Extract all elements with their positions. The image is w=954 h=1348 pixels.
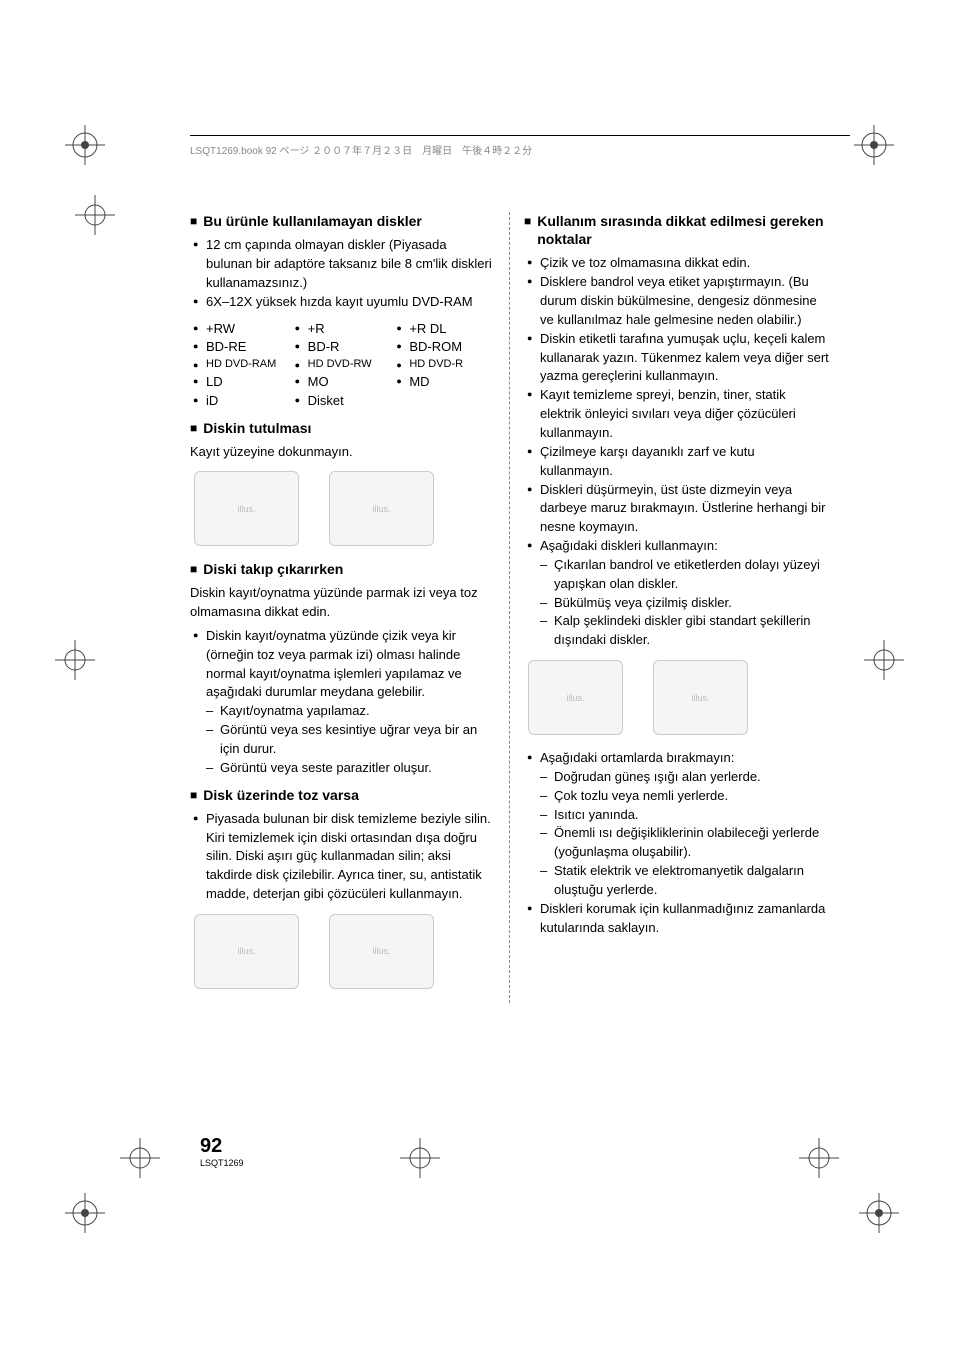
sub-item: Çok tozlu veya nemli yerlerde. — [540, 787, 830, 806]
heading-text: Disk üzerinde toz varsa — [203, 786, 359, 804]
square-bullet-icon: ■ — [190, 421, 197, 437]
registration-mark-icon — [400, 1138, 440, 1178]
section-heading: ■ Diskin tutulması — [190, 419, 495, 437]
disc-cleaning-illustration: illus. — [329, 914, 434, 989]
sub-list: Doğrudan güneş ışığı alan yerlerde. Çok … — [540, 768, 830, 900]
sub-item: Önemli ısı değişikliklerinin olabileceği… — [540, 824, 830, 862]
sub-item: Kalp şeklindeki diskler gibi standart şe… — [540, 612, 830, 650]
grid-cell: HD DVD-RW — [292, 357, 394, 373]
grid-cell: +R — [292, 320, 394, 339]
registration-mark-icon — [55, 640, 95, 680]
sub-item: Statik elektrik ve elektromanyetik dalga… — [540, 862, 830, 900]
item-text: Aşağıdaki ortamlarda bırakmayın: — [540, 750, 734, 765]
section-heading: ■ Diski takıp çıkarırken — [190, 560, 495, 578]
document-code: LSQT1269 — [200, 1158, 244, 1168]
square-bullet-icon: ■ — [190, 214, 197, 230]
list-item: Piyasada bulunan bir disk temizleme bezi… — [190, 810, 495, 904]
bullet-list: Diskin kayıt/oynatma yüzünde çizik veya … — [190, 627, 495, 778]
grid-cell: HD DVD-R — [393, 357, 495, 373]
sub-item: Görüntü veya seste parazitler oluşur. — [206, 759, 495, 778]
disc-format-grid: +RW +R +R DL BD-RE BD-R BD-ROM HD DVD-RA… — [190, 320, 495, 411]
disc-handling-illustration: illus. — [194, 471, 299, 546]
paragraph: Kayıt yüzeyine dokunmayın. — [190, 443, 495, 461]
grid-cell: iD — [190, 392, 292, 411]
item-text: Aşağıdaki diskleri kullanmayın: — [540, 538, 718, 553]
bullet-list: Piyasada bulunan bir disk temizleme bezi… — [190, 810, 495, 904]
left-column: ■ Bu ürünle kullanılamayan diskler 12 cm… — [190, 212, 510, 1003]
registration-mark-icon — [65, 125, 105, 165]
illustration-row: illus. illus. — [194, 914, 495, 989]
registration-mark-icon — [120, 1138, 160, 1178]
page-footer: 92 LSQT1269 — [200, 1135, 244, 1168]
list-item: Diskleri korumak için kullanmadığınız za… — [524, 900, 830, 938]
grid-cell: MD — [393, 373, 495, 392]
header-meta: LSQT1269.book 92 ページ ２００７年７月２３日 月曜日 午後４時… — [190, 142, 850, 157]
sub-list: Kayıt/oynatma yapılamaz. Görüntü veya se… — [206, 702, 495, 777]
sub-item: Doğrudan güneş ışığı alan yerlerde. — [540, 768, 830, 787]
registration-mark-icon — [864, 640, 904, 680]
illustration-row: illus. illus. — [528, 660, 830, 735]
bullet-list: Çizik ve toz olmamasına dikkat edin. Dis… — [524, 254, 830, 650]
item-text: Diskin kayıt/oynatma yüzünde çizik veya … — [206, 628, 462, 700]
list-item: Kayıt temizleme spreyi, benzin, tiner, s… — [524, 386, 830, 443]
grid-cell: HD DVD-RAM — [190, 357, 292, 373]
bullet-list: 12 cm çapında olmayan diskler (Piyasada … — [190, 236, 495, 311]
square-bullet-icon: ■ — [190, 788, 197, 804]
disc-handling-illustration: illus. — [329, 471, 434, 546]
grid-cell: BD-R — [292, 338, 394, 357]
list-item: 6X–12X yüksek hızda kayıt uyumlu DVD-RAM — [190, 293, 495, 312]
heading-text: Diski takıp çıkarırken — [203, 560, 343, 578]
irregular-disc-illustration: illus. — [653, 660, 748, 735]
grid-cell: Disket — [292, 392, 394, 411]
registration-mark-icon — [854, 125, 894, 165]
registration-mark-icon — [859, 1193, 899, 1233]
heading-text: Kullanım sırasında dikkat edilmesi gerek… — [537, 212, 830, 248]
grid-cell: BD-ROM — [393, 338, 495, 357]
sub-item: Çıkarılan bandrol ve etiketlerden dolayı… — [540, 556, 830, 594]
list-item: Diskin kayıt/oynatma yüzünde çizik veya … — [190, 627, 495, 778]
registration-mark-icon — [75, 195, 115, 235]
registration-mark-icon — [799, 1138, 839, 1178]
section-heading: ■ Kullanım sırasında dikkat edilmesi ger… — [524, 212, 830, 248]
heart-disc-illustration: illus. — [528, 660, 623, 735]
two-column-layout: ■ Bu ürünle kullanılamayan diskler 12 cm… — [190, 212, 850, 1003]
list-item: Çizik ve toz olmamasına dikkat edin. — [524, 254, 830, 273]
heading-text: Diskin tutulması — [203, 419, 311, 437]
illustration-row: illus. illus. — [194, 471, 495, 546]
page-number: 92 — [200, 1135, 244, 1158]
page-content: LSQT1269.book 92 ページ ２００７年７月２３日 月曜日 午後４時… — [190, 135, 850, 1003]
right-column: ■ Kullanım sırasında dikkat edilmesi ger… — [510, 212, 830, 1003]
sub-item: Kayıt/oynatma yapılamaz. — [206, 702, 495, 721]
list-item: Çizilmeye karşı dayanıklı zarf ve kutu k… — [524, 443, 830, 481]
bullet-list: Aşağıdaki ortamlarda bırakmayın: Doğruda… — [524, 749, 830, 937]
grid-cell: MO — [292, 373, 394, 392]
sub-item: Isıtıcı yanında. — [540, 806, 830, 825]
grid-cell: +RW — [190, 320, 292, 339]
section-heading: ■ Disk üzerinde toz varsa — [190, 786, 495, 804]
paragraph: Diskin kayıt/oynatma yüzünde parmak izi … — [190, 584, 495, 620]
disc-cleaning-illustration: illus. — [194, 914, 299, 989]
grid-cell: LD — [190, 373, 292, 392]
grid-cell: +R DL — [393, 320, 495, 339]
square-bullet-icon: ■ — [190, 562, 197, 578]
list-item: 12 cm çapında olmayan diskler (Piyasada … — [190, 236, 495, 293]
sub-list: Çıkarılan bandrol ve etiketlerden dolayı… — [540, 556, 830, 650]
list-item: Diskin etiketli tarafına yumuşak uçlu, k… — [524, 330, 830, 387]
sub-item: Bükülmüş veya çizilmiş diskler. — [540, 594, 830, 613]
list-item: Aşağıdaki diskleri kullanmayın: Çıkarıla… — [524, 537, 830, 650]
heading-text: Bu ürünle kullanılamayan diskler — [203, 212, 422, 230]
registration-mark-icon — [65, 1193, 105, 1233]
grid-cell: BD-RE — [190, 338, 292, 357]
section-heading: ■ Bu ürünle kullanılamayan diskler — [190, 212, 495, 230]
list-item: Disklere bandrol veya etiket yapıştırmay… — [524, 273, 830, 330]
sub-item: Görüntü veya ses kesintiye uğrar veya bi… — [206, 721, 495, 759]
list-item: Diskleri düşürmeyin, üst üste dizmeyin v… — [524, 481, 830, 538]
header-rule — [190, 135, 850, 136]
square-bullet-icon: ■ — [524, 214, 531, 230]
list-item: Aşağıdaki ortamlarda bırakmayın: Doğruda… — [524, 749, 830, 900]
